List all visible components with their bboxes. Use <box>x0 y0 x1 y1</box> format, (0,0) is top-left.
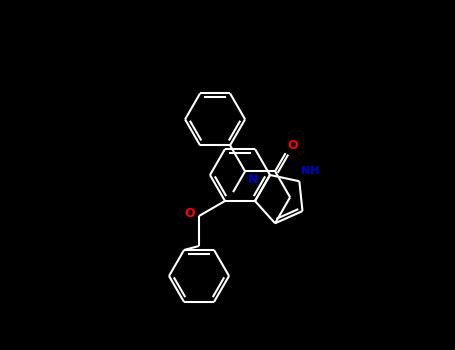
Text: N: N <box>248 173 258 186</box>
Text: O: O <box>288 139 298 152</box>
Text: O: O <box>184 208 195 220</box>
Text: NH: NH <box>301 166 320 176</box>
